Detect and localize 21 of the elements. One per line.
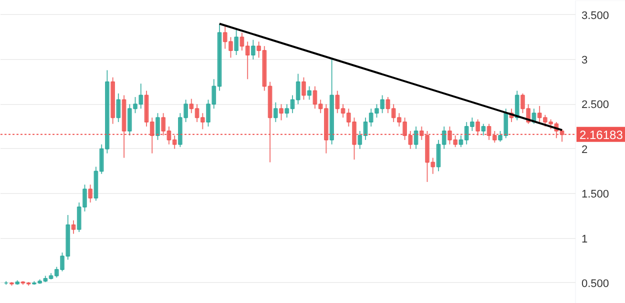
candlestick — [156, 112, 160, 140]
y-tick-label: 2.500 — [582, 99, 610, 112]
candlestick — [273, 102, 278, 123]
candlestick — [302, 76, 306, 100]
candlestick — [116, 92, 121, 123]
y-tick-label: 1.500 — [582, 188, 610, 201]
y-tick-label: 3 — [582, 54, 588, 66]
y-tick-label: 2 — [582, 144, 588, 156]
y-tick-label: 3.500 — [582, 10, 610, 22]
candlestick — [251, 39, 256, 60]
candlestick — [307, 86, 312, 100]
candlestick — [71, 220, 76, 234]
candlestick — [481, 123, 486, 136]
candlestick — [514, 90, 520, 121]
y-tick-label: 1 — [582, 233, 588, 246]
candlestick — [414, 126, 418, 150]
candlestick — [88, 184, 93, 203]
candlestick — [279, 104, 284, 121]
candlestick — [234, 28, 239, 56]
ref-line-label: 2.16183 — [580, 128, 624, 142]
y-tick-label: 0.500 — [582, 278, 610, 290]
